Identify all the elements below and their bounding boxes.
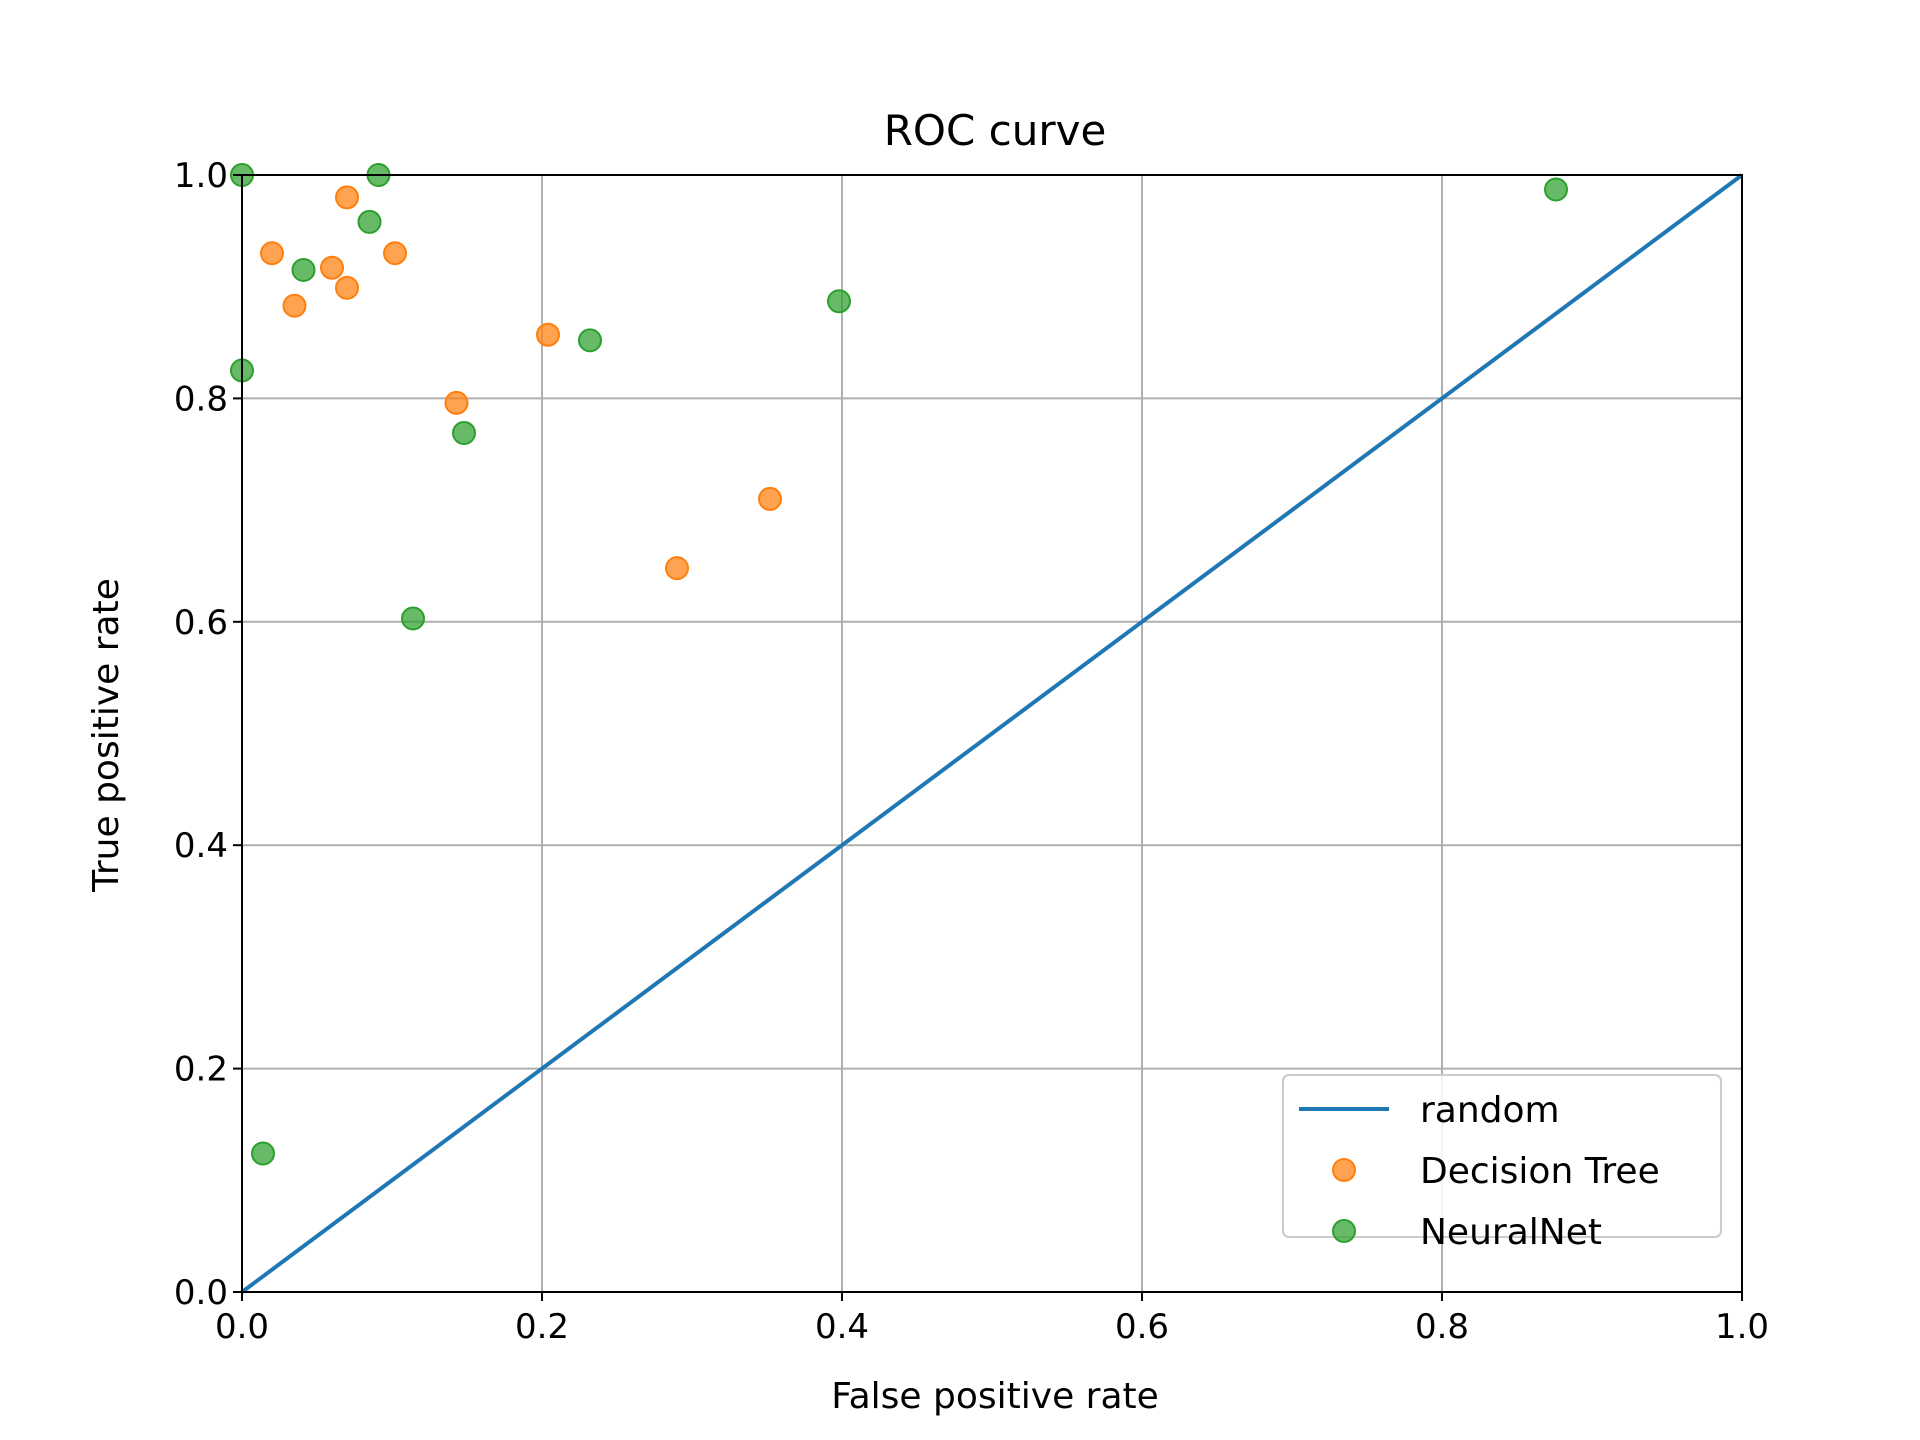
point-decision-tree xyxy=(320,255,344,280)
legend-swatch-marker xyxy=(1332,1158,1356,1182)
chart-title: ROC curve xyxy=(884,106,1107,155)
y-tick-label: 0.4 xyxy=(174,826,228,866)
point-decision-tree xyxy=(665,556,689,581)
y-tick-label: 0.2 xyxy=(174,1050,228,1090)
legend-label: Decision Tree xyxy=(1420,1151,1660,1192)
grid-lines xyxy=(241,174,1743,1293)
legend-box xyxy=(1282,1074,1722,1238)
point-decision-tree xyxy=(282,293,307,318)
point-neuralnet xyxy=(578,328,602,353)
point-decision-tree xyxy=(260,241,284,266)
x-tick-label: 1.0 xyxy=(1715,1307,1769,1347)
y-tick-label: 0.0 xyxy=(174,1273,228,1313)
point-decision-tree xyxy=(335,275,359,300)
point-decision-tree xyxy=(335,185,359,210)
point-neuralnet xyxy=(827,289,851,314)
plot-area xyxy=(230,163,1744,1294)
point-neuralnet xyxy=(401,606,425,631)
series-line-random xyxy=(240,173,1744,1294)
point-neuralnet xyxy=(357,209,382,234)
legend-label: random xyxy=(1420,1090,1560,1131)
legend: random Decision Tree NeuralNet xyxy=(1282,1074,1722,1253)
point-neuralnet xyxy=(452,421,476,446)
legend-swatch-marker xyxy=(1332,1219,1356,1243)
x-tick-label: 0.8 xyxy=(1415,1307,1469,1347)
point-neuralnet xyxy=(251,1141,275,1166)
x-axis-title: False positive rate xyxy=(831,1376,1159,1417)
x-tick-label: 0.0 xyxy=(215,1307,269,1347)
point-neuralnet xyxy=(291,257,316,282)
point-neuralnet xyxy=(1544,177,1568,202)
y-tick-label: 0.6 xyxy=(174,603,228,643)
point-decision-tree xyxy=(444,390,469,415)
axis-ticks: 0.0 0.2 0.4 0.6 0.8 1.0 0.0 0.2 0.4 0.6 0.8 1.0 xyxy=(174,156,1769,1347)
y-axis-title: True positive rate xyxy=(86,578,127,893)
x-tick-label: 0.4 xyxy=(815,1307,869,1347)
point-decision-tree xyxy=(758,486,782,511)
legend-label: NeuralNet xyxy=(1420,1212,1602,1253)
point-decision-tree xyxy=(383,241,407,266)
x-tick-label: 0.6 xyxy=(1115,1307,1169,1347)
y-tick-label: 0.8 xyxy=(174,379,228,419)
x-tick-label: 0.2 xyxy=(515,1307,569,1347)
axes-frame xyxy=(241,174,1743,1293)
y-tick-label: 1.0 xyxy=(174,156,228,196)
point-decision-tree xyxy=(536,322,560,347)
